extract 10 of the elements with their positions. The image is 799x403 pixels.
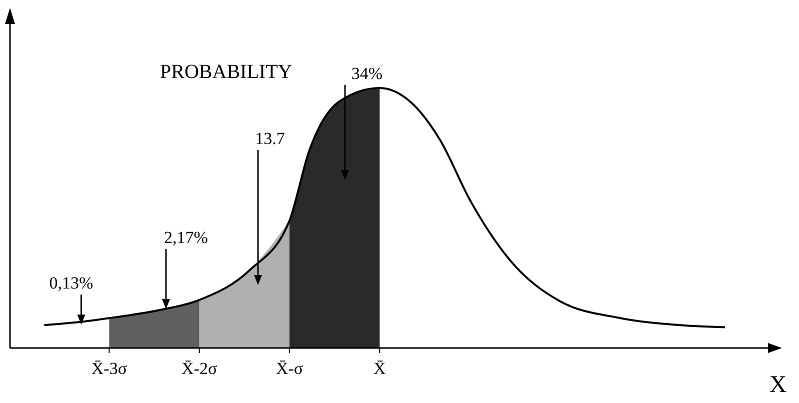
text: 34% [351, 64, 383, 83]
x-tick-label: X̄ [374, 359, 386, 378]
x-tick-label: X̄-σ [276, 359, 304, 378]
annotation: 2,17% [164, 228, 208, 247]
y-axis-title: PROBABILITY [160, 61, 292, 83]
x-tick-label: X̄-2σ [182, 359, 218, 378]
annotation: 0,13% [49, 274, 94, 293]
x-axis-title: X [769, 372, 787, 398]
x-tick-label: X̄-3σ [91, 359, 127, 378]
annotation: 13.7 [255, 129, 286, 148]
